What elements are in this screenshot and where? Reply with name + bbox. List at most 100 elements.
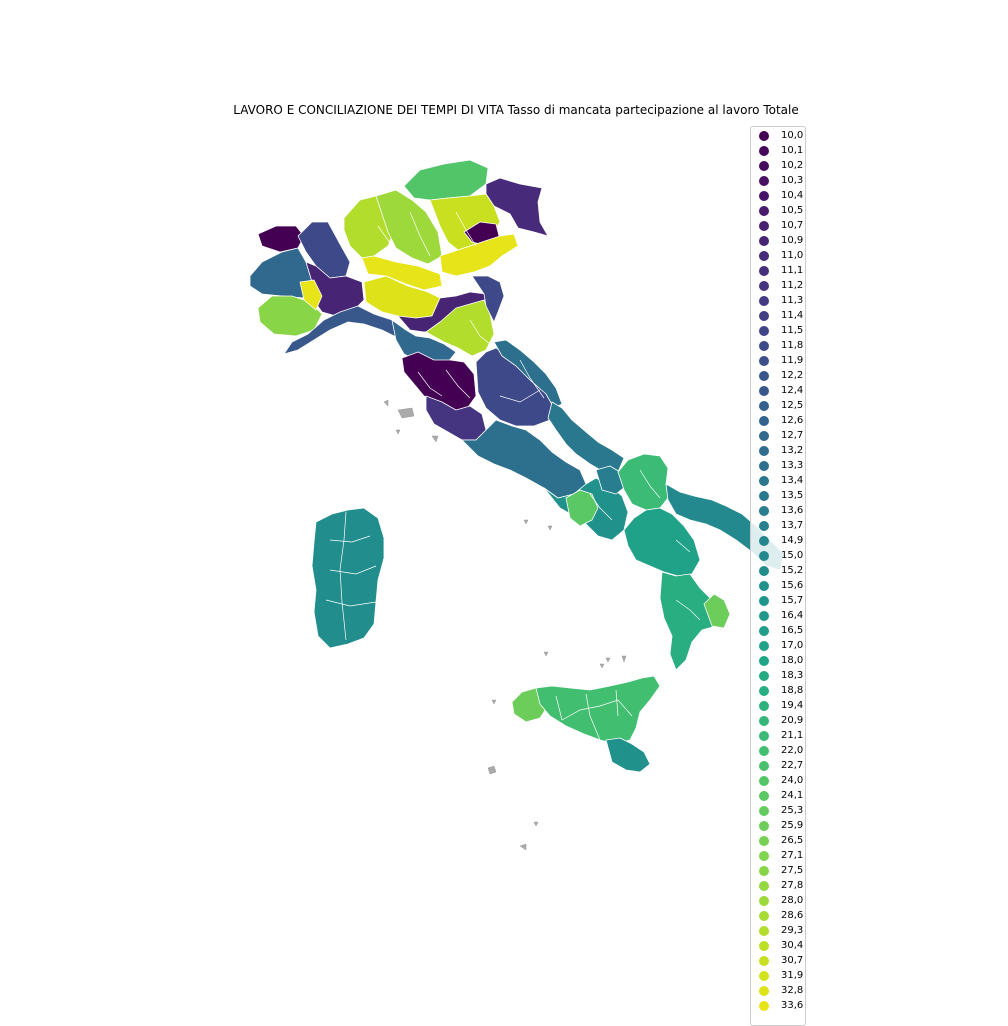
legend-item: 22,0 [751, 743, 807, 758]
legend-marker [759, 866, 769, 876]
island [395, 429, 401, 435]
legend-label: 13,4 [781, 475, 804, 486]
legend-label: 24,1 [781, 790, 804, 801]
legend-item: 16,4 [751, 608, 807, 623]
legend-item: 11,2 [751, 278, 807, 293]
legend-marker [759, 221, 769, 231]
legend-label: 16,4 [781, 610, 804, 621]
legend-marker [759, 536, 769, 546]
legend-marker [759, 926, 769, 936]
legend-item: 28,0 [751, 893, 807, 908]
legend-label: 13,2 [781, 445, 804, 456]
legend-label: 30,7 [781, 955, 804, 966]
legend-label: 18,3 [781, 670, 804, 681]
legend-label: 17,0 [781, 640, 804, 651]
legend-item: 11,9 [751, 353, 807, 368]
legend-marker [759, 746, 769, 756]
legend-label: 10,0 [781, 130, 804, 141]
legend-item: 11,5 [751, 323, 807, 338]
legend-label: 11,3 [781, 295, 804, 306]
legend-item: 30,7 [751, 953, 807, 968]
region-lombardia-c [361, 255, 443, 291]
legend-label: 12,4 [781, 385, 804, 396]
legend-label: 27,5 [781, 865, 804, 876]
island [383, 399, 389, 407]
legend-label: 10,4 [781, 190, 804, 201]
legend: 10,0 10,1 10,2 10,3 10,4 10,5 10,7 10,9 11,0 11,1… [750, 126, 806, 1026]
legend-marker [759, 626, 769, 636]
legend-item: 10,4 [751, 188, 807, 203]
legend-marker [759, 881, 769, 891]
legend-item: 31,9 [751, 968, 807, 983]
legend-marker [759, 716, 769, 726]
legend-label: 33,6 [781, 1000, 804, 1011]
legend-item: 15,0 [751, 548, 807, 563]
legend-label: 15,2 [781, 565, 804, 576]
legend-item: 18,3 [751, 668, 807, 683]
legend-label: 11,1 [781, 265, 804, 276]
legend-marker [759, 476, 769, 486]
legend-marker [759, 896, 769, 906]
legend-marker [759, 371, 769, 381]
legend-item: 13,3 [751, 458, 807, 473]
legend-label: 18,8 [781, 685, 804, 696]
region-sicilia [535, 675, 661, 745]
legend-item: 12,2 [751, 368, 807, 383]
legend-item: 27,8 [751, 878, 807, 893]
island [621, 655, 627, 663]
legend-marker [759, 521, 769, 531]
legend-item: 13,6 [751, 503, 807, 518]
legend-item: 18,8 [751, 683, 807, 698]
legend-label: 29,3 [781, 925, 804, 936]
legend-label: 13,3 [781, 460, 804, 471]
province-border [329, 535, 371, 543]
legend-label: 11,4 [781, 310, 804, 321]
legend-marker [759, 701, 769, 711]
legend-marker [759, 656, 769, 666]
island [487, 765, 497, 775]
legend-item: 15,2 [751, 563, 807, 578]
legend-label: 12,6 [781, 415, 804, 426]
legend-marker [759, 971, 769, 981]
island [533, 821, 539, 827]
legend-item: 10,7 [751, 218, 807, 233]
province-border [339, 511, 347, 641]
legend-item: 24,1 [751, 788, 807, 803]
legend-marker [759, 611, 769, 621]
province-border [409, 211, 431, 257]
legend-item: 32,8 [751, 983, 807, 998]
legend-item: 30,4 [751, 938, 807, 953]
legend-item: 10,5 [751, 203, 807, 218]
legend-item: 11,8 [751, 338, 807, 353]
legend-label: 12,2 [781, 370, 804, 381]
legend-item: 20,9 [751, 713, 807, 728]
legend-item: 27,1 [751, 848, 807, 863]
legend-marker [759, 956, 769, 966]
legend-item: 17,0 [751, 638, 807, 653]
legend-marker [759, 731, 769, 741]
legend-item: 22,7 [751, 758, 807, 773]
legend-item: 13,7 [751, 518, 807, 533]
region-emilia-c [425, 299, 495, 357]
legend-marker [759, 461, 769, 471]
legend-item: 25,3 [751, 803, 807, 818]
legend-marker [759, 311, 769, 321]
legend-marker [759, 491, 769, 501]
island [523, 519, 529, 525]
region-toscana-n [391, 319, 457, 363]
legend-label: 15,0 [781, 550, 804, 561]
legend-item: 10,3 [751, 173, 807, 188]
legend-item: 28,6 [751, 908, 807, 923]
legend-item: 11,4 [751, 308, 807, 323]
legend-item: 25,9 [751, 818, 807, 833]
legend-label: 27,1 [781, 850, 804, 861]
legend-item: 29,3 [751, 923, 807, 938]
legend-label: 11,0 [781, 250, 804, 261]
legend-label: 20,9 [781, 715, 804, 726]
legend-label: 25,9 [781, 820, 804, 831]
legend-marker [759, 686, 769, 696]
region-campania-coast [565, 489, 599, 527]
legend-marker [759, 326, 769, 336]
legend-label: 26,5 [781, 835, 804, 846]
legend-label: 12,7 [781, 430, 804, 441]
